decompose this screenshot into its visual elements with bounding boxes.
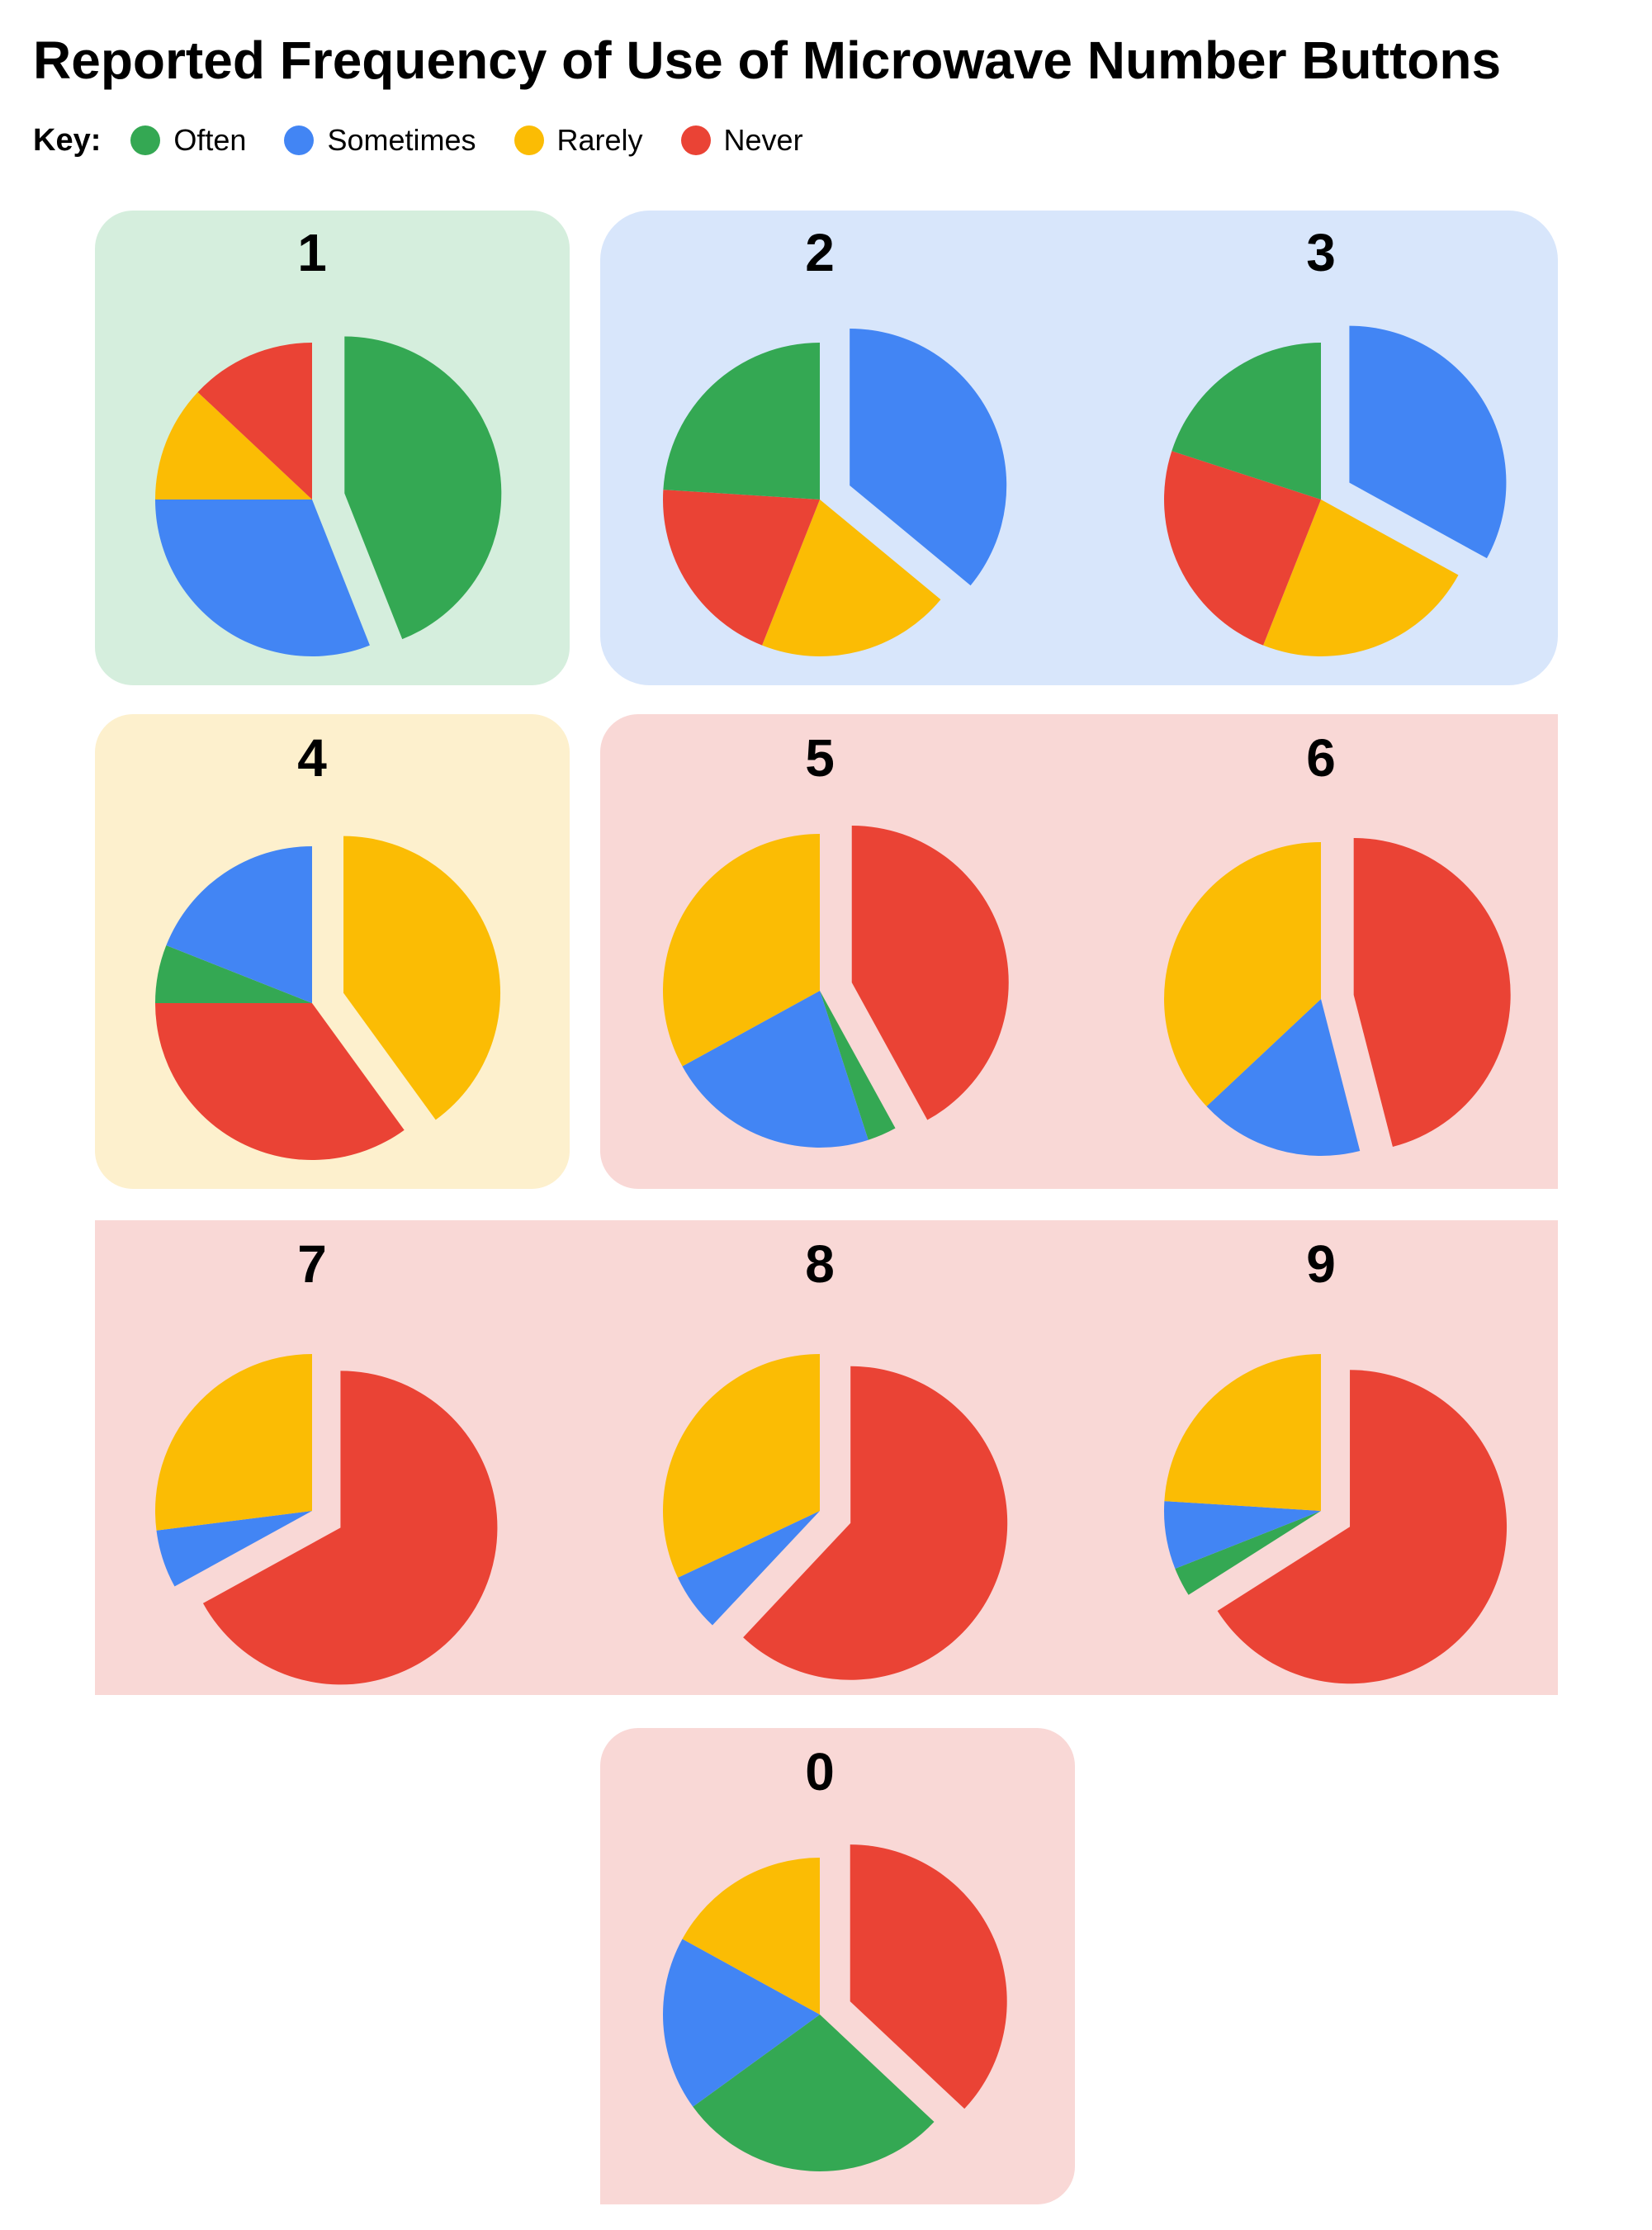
chart-title: Reported Frequency of Use of Microwave N… — [33, 31, 1502, 90]
pie-6: 6 — [1164, 728, 1511, 1156]
pie-6-slice-never — [1353, 837, 1511, 1148]
pie-4: 4 — [155, 728, 501, 1160]
pie-7-slice-never — [202, 1371, 498, 1685]
pie-3-slice-often — [1172, 343, 1321, 500]
pie-8-slice-rarely — [662, 1353, 820, 1578]
pie-0-slice-rarely — [682, 1858, 820, 2015]
pie-title-9: 9 — [1306, 1234, 1336, 1294]
pie-4-slice-never — [155, 1003, 405, 1160]
pie-0-slice-sometimes — [663, 1939, 820, 2107]
pie-title-6: 6 — [1306, 728, 1336, 788]
pie-8-slice-never — [743, 1366, 1008, 1680]
pie-title-7: 7 — [297, 1234, 327, 1294]
pie-2-slice-never — [662, 490, 820, 646]
pie-6-slice-sometimes — [1206, 999, 1361, 1156]
pie-0: 0 — [663, 1742, 1007, 2171]
pie-title-1: 1 — [297, 223, 327, 282]
pie-6-slice-rarely — [1164, 842, 1321, 1107]
pie-4-slice-sometimes — [166, 846, 312, 1003]
pie-4-slice-rarely — [343, 836, 501, 1120]
pie-3: 3 — [1164, 223, 1507, 657]
legend-item-never: Never — [680, 123, 803, 158]
pie-1-slice-rarely — [155, 391, 312, 500]
legend-label: Key: — [33, 122, 102, 158]
pie-1-slice-often — [344, 336, 502, 640]
legend: Key: Often Sometimes Rarely Never — [33, 120, 841, 161]
pie-1-slice-sometimes — [155, 500, 370, 657]
legend-text-sometimes: Sometimes — [327, 123, 476, 157]
pie-9-slice-often — [1175, 1511, 1321, 1595]
legend-item-sometimes: Sometimes — [284, 123, 476, 158]
pie-title-5: 5 — [805, 728, 835, 788]
pie-9-slice-never — [1217, 1370, 1508, 1684]
pie-2-slice-sometimes — [850, 328, 1007, 586]
pie-title-2: 2 — [805, 223, 835, 282]
pie-title-8: 8 — [805, 1234, 835, 1294]
pie-title-4: 4 — [297, 728, 327, 788]
legend-swatch-never — [680, 125, 711, 155]
pie-3-slice-rarely — [1263, 500, 1459, 657]
pie-8: 8 — [662, 1234, 1008, 1680]
pie-5-slice-rarely — [663, 834, 820, 1067]
pie-5-slice-sometimes — [682, 991, 869, 1148]
pie-title-0: 0 — [805, 1742, 835, 1802]
pie-1: 1 — [155, 223, 502, 657]
pie-7: 7 — [155, 1234, 498, 1685]
pie-5: 5 — [663, 728, 1009, 1148]
pie-1-slice-never — [197, 343, 312, 500]
pie-0-slice-never — [850, 1844, 1007, 2109]
pie-2: 2 — [662, 223, 1007, 657]
pie-2-slice-often — [663, 342, 820, 500]
legend-item-often: Often — [130, 123, 246, 158]
pie-7-slice-sometimes — [156, 1511, 312, 1587]
pie-9-slice-rarely — [1164, 1354, 1321, 1511]
legend-swatch-rarely — [514, 125, 544, 155]
pie-8-slice-sometimes — [678, 1511, 820, 1626]
pie-3-slice-never — [1164, 451, 1321, 646]
legend-swatch-sometimes — [284, 125, 315, 155]
pie-3-slice-sometimes — [1349, 325, 1507, 559]
pie-5-slice-never — [851, 826, 1009, 1120]
legend-swatch-often — [130, 125, 161, 155]
pie-2-slice-rarely — [762, 500, 941, 657]
pie-9: 9 — [1163, 1234, 1508, 1684]
legend-text-often: Often — [173, 123, 247, 157]
pie-title-3: 3 — [1306, 223, 1336, 282]
pie-4-slice-often — [155, 945, 312, 1003]
pie-5-slice-often — [820, 991, 896, 1140]
pie-9-slice-sometimes — [1163, 1501, 1321, 1569]
legend-text-never: Never — [723, 123, 803, 157]
pie-0-slice-often — [693, 2015, 935, 2171]
pie-7-slice-rarely — [155, 1354, 312, 1531]
legend-item-rarely: Rarely — [514, 123, 643, 158]
legend-text-rarely: Rarely — [556, 123, 643, 157]
